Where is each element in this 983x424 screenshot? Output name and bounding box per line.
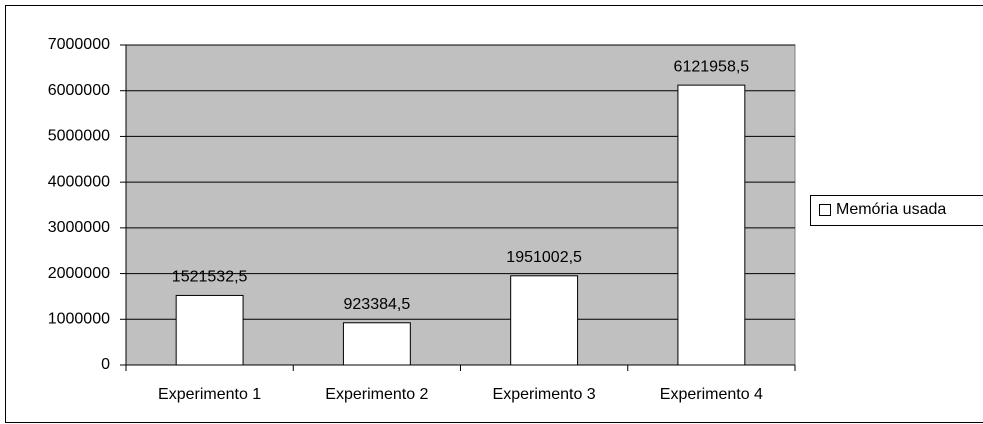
x-tick-label: Experimento 3 xyxy=(493,386,596,403)
y-tick-label: 3000000 xyxy=(48,219,110,236)
value-label: 923384,5 xyxy=(344,296,411,313)
x-tick-label: Experimento 4 xyxy=(660,386,763,403)
y-tick-label: 1000000 xyxy=(48,311,110,328)
legend-label: Memória usada xyxy=(836,201,946,218)
x-tick-label: Experimento 2 xyxy=(325,386,428,403)
legend-box xyxy=(810,195,983,226)
y-tick-label: 5000000 xyxy=(48,128,110,145)
value-label: 1951002,5 xyxy=(506,249,582,266)
y-tick-label: 0 xyxy=(101,356,110,373)
bar xyxy=(342,322,411,366)
bar xyxy=(677,84,746,366)
value-label: 1521532,5 xyxy=(172,269,248,286)
x-tick-label: Experimento 1 xyxy=(158,386,261,403)
bar xyxy=(175,294,244,366)
y-tick-label: 4000000 xyxy=(48,173,110,190)
y-tick-label: 6000000 xyxy=(48,82,110,99)
bar xyxy=(510,275,579,366)
y-tick-label: 7000000 xyxy=(48,36,110,53)
y-tick-label: 2000000 xyxy=(48,265,110,282)
legend-swatch xyxy=(819,204,831,216)
value-label: 6121958,5 xyxy=(674,58,750,75)
